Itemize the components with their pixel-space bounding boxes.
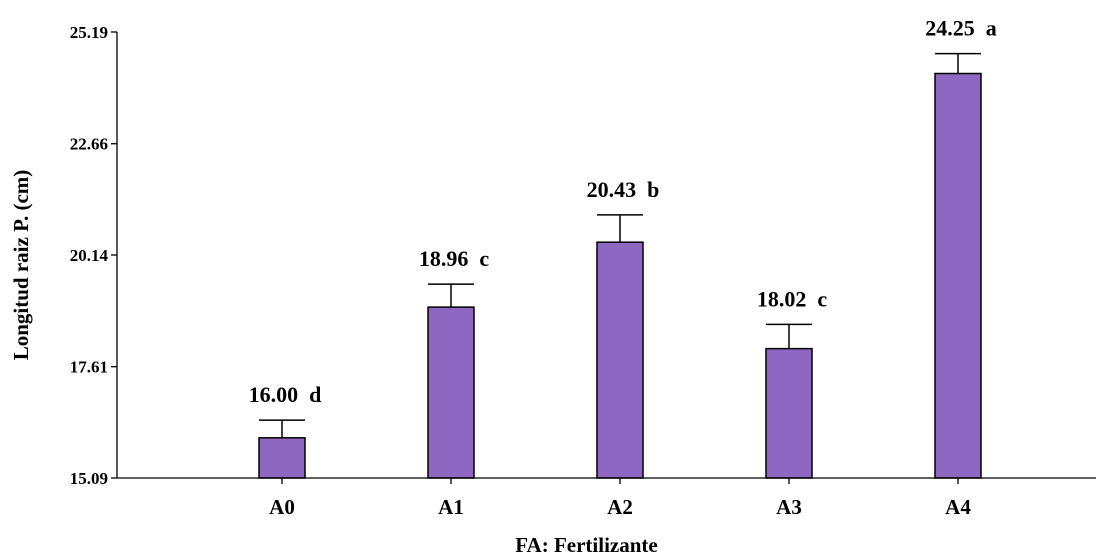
y-axis-title: Longitud raiz P. (cm) (9, 170, 33, 361)
x-tick-label-a0: A0 (269, 495, 295, 519)
bars-layer (258, 72, 982, 479)
bar-a1 (427, 306, 475, 479)
bar-a2 (596, 241, 644, 479)
x-tick-label-a4: A4 (945, 495, 971, 519)
bar-a4 (934, 72, 982, 479)
data-label-a3: 18.02 c (757, 286, 828, 311)
x-tick-label-a1: A1 (438, 495, 464, 519)
y-tick-label: 17.61 (70, 358, 108, 377)
x-ticks-layer: A0 A1 A2 A3 A4 (269, 478, 971, 519)
x-axis-title: FA: Fertilizante (515, 533, 657, 557)
y-tick-label: 20.14 (70, 246, 109, 265)
data-label-a1: 18.96 c (419, 246, 490, 271)
y-tick-label: 25.19 (70, 23, 108, 42)
bar-a0 (258, 437, 306, 479)
x-tick-label-a2: A2 (607, 495, 633, 519)
y-ticks-layer: 15.09 17.61 20.14 22.66 25.19 (70, 23, 117, 488)
data-labels-layer: 16.00 d 18.96 c 20.43 b 18.02 c 24.25 a (249, 16, 997, 408)
bar-a3 (765, 347, 813, 479)
y-tick-label: 22.66 (70, 135, 108, 154)
data-label-a0: 16.00 d (249, 382, 322, 407)
y-tick-label: 15.09 (70, 469, 108, 488)
error-bars-layer (259, 52, 981, 438)
x-tick-label-a3: A3 (776, 495, 802, 519)
data-label-a4: 24.25 a (925, 16, 997, 41)
data-label-a2: 20.43 b (587, 177, 660, 202)
